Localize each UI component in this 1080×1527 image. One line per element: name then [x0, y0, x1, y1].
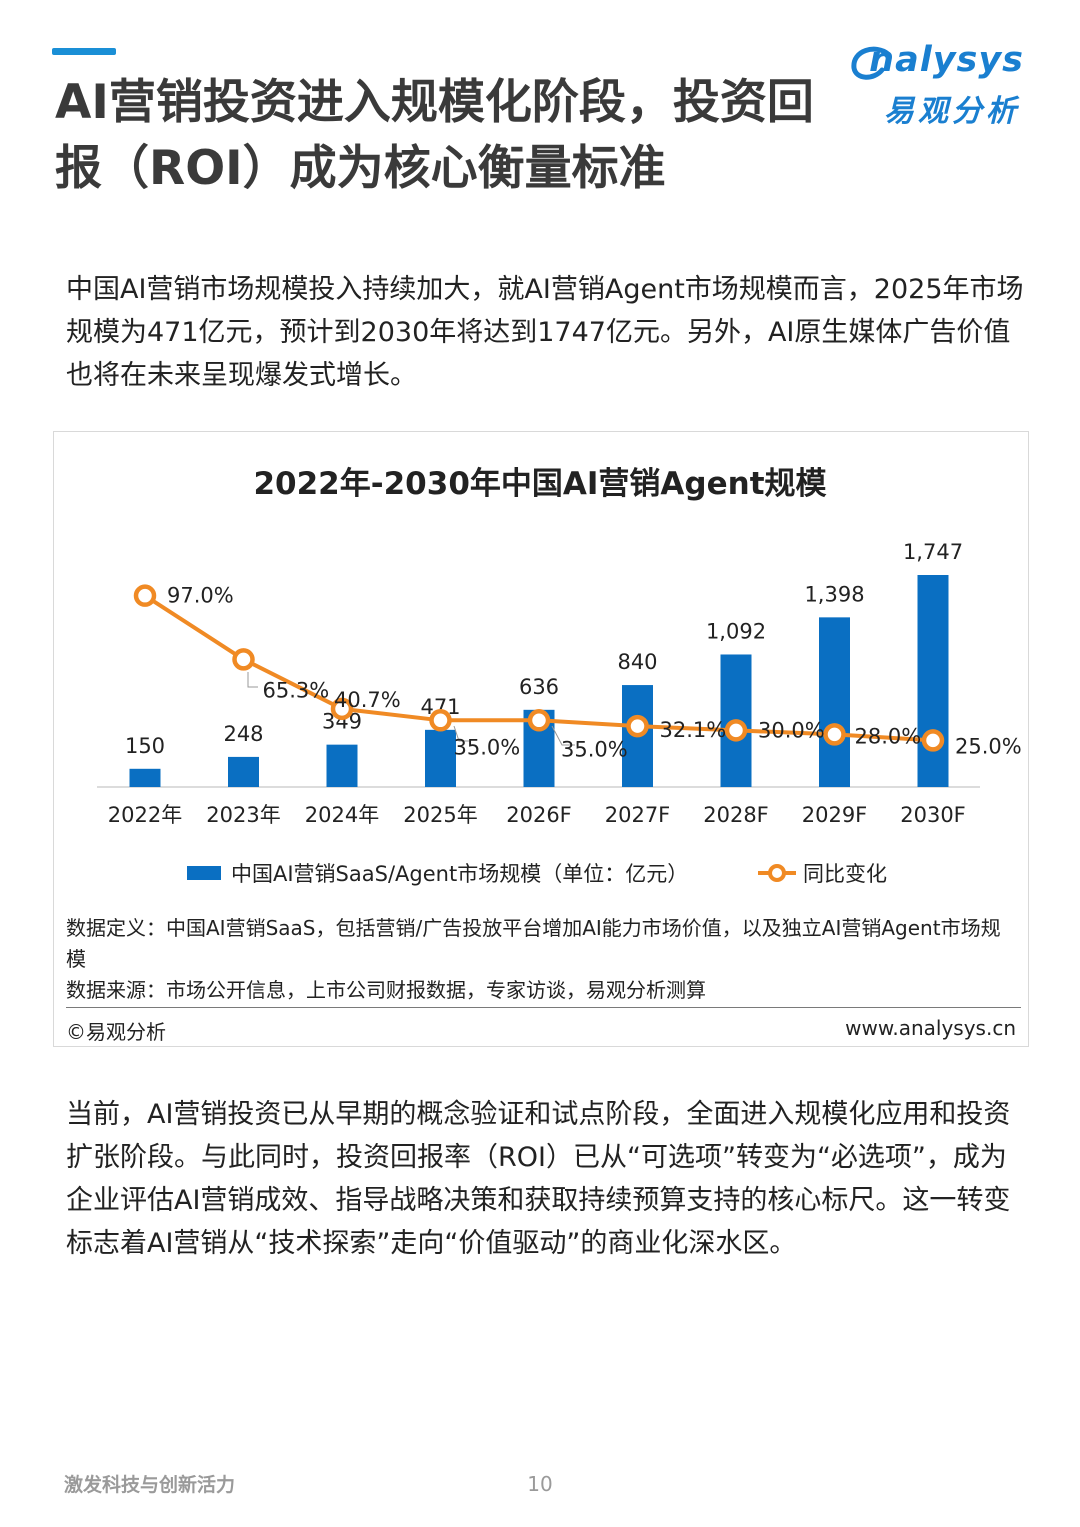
- bar: [425, 729, 456, 787]
- x-tick-label: 2028F: [703, 803, 769, 827]
- growth-value-label: 25.0%: [955, 734, 1022, 758]
- growth-value-label: 28.0%: [855, 724, 922, 748]
- analysys-logo: nalysys 易观分析: [846, 40, 1036, 130]
- chart-notes: 数据定义：中国AI营销SaaS，包括营销/广告投放平台增加AI能力市场价值，以及…: [66, 913, 1016, 1006]
- bar: [819, 617, 850, 787]
- logo-swoosh-icon: [851, 46, 891, 80]
- x-tick-label: 2025年: [403, 803, 477, 827]
- growth-value-label: 35.0%: [561, 737, 628, 761]
- growth-point: [626, 714, 649, 738]
- x-tick-label: 2030F: [900, 803, 966, 827]
- bar-value-label: 636: [519, 675, 559, 699]
- chart-panel: [53, 431, 1029, 1047]
- page-title: AI营销投资进入规模化阶段，投资回报（ROI）成为核心衡量标准: [55, 75, 814, 196]
- chart-plot: 1502022年2482023年3492024年4712025年6362026F…: [97, 540, 1022, 827]
- growth-point: [527, 709, 551, 732]
- bar-value-label: 1,398: [804, 582, 864, 606]
- chart-legend: 中国AI营销SaaS/Agent市场规模（单位：亿元） 同比变化: [0, 858, 1080, 888]
- legend-bar-swatch-icon: [187, 866, 221, 880]
- page-number: 10: [527, 1472, 553, 1496]
- bar-value-label: 1,747: [903, 540, 963, 564]
- data-source: 数据来源：市场公开信息，上市公司财报数据，专家访谈，易观分析测算: [66, 978, 706, 1002]
- data-definition: 数据定义：中国AI营销SaaS，包括营销/广告投放平台增加AI能力市场价值，以及…: [66, 916, 1001, 971]
- bar-value-label: 840: [617, 650, 657, 674]
- legend-label-bar: 中国AI营销SaaS/Agent市场规模（单位：亿元）: [231, 862, 689, 886]
- growth-value-label: 32.1%: [660, 718, 727, 742]
- label-leader-line: [247, 672, 258, 688]
- growth-value-label: 97.0%: [167, 584, 234, 608]
- body-paragraph: 当前，AI营销投资已从早期的概念验证和试点阶段，全面进入规模化应用和投资扩张阶段…: [66, 1099, 1011, 1259]
- growth-value-label: 40.7%: [334, 688, 401, 712]
- logo-text-cn: 易观分析: [884, 94, 1020, 129]
- intro-paragraph: 中国AI营销市场规模投入持续加大，就AI营销Agent市场规模而言，2025年市…: [66, 274, 1024, 391]
- label-leader-line: [453, 725, 470, 742]
- bar-value-label: 1,092: [706, 619, 766, 643]
- x-tick-label: 2022年: [108, 803, 182, 827]
- chart-copyright: ©易观分析: [66, 1020, 166, 1044]
- footer-tagline: 激发科技与创新活力: [64, 1474, 236, 1496]
- growth-value-label: 35.0%: [454, 735, 521, 759]
- chart-site-url: www.analysys.cn: [845, 1016, 1016, 1040]
- legend-label-line: 同比变化: [803, 862, 887, 886]
- label-leader-line: [551, 725, 575, 746]
- growth-point: [823, 723, 846, 746]
- growth-value-label: 30.0%: [758, 718, 825, 742]
- legend-line-swatch-icon: [758, 864, 796, 882]
- x-tick-label: 2029F: [802, 803, 868, 827]
- bar-value-label: 248: [223, 722, 263, 746]
- x-tick-label: 2024年: [305, 803, 379, 827]
- growth-point: [133, 584, 157, 607]
- title-accent-bar: [52, 48, 116, 55]
- bar: [917, 575, 949, 787]
- growth-point: [330, 697, 354, 721]
- growth-point: [232, 648, 255, 671]
- chart-divider: [66, 1007, 1021, 1008]
- bar: [326, 744, 358, 787]
- legend-item-bar: 中国AI营销SaaS/Agent市场规模（单位：亿元）: [187, 858, 688, 888]
- growth-point: [429, 709, 452, 732]
- x-tick-label: 2026F: [506, 803, 572, 827]
- growth-value-label: 65.3%: [263, 678, 330, 702]
- bar: [129, 768, 161, 787]
- logo-text-en: nalysys: [869, 40, 1024, 80]
- x-tick-label: 2023年: [206, 803, 280, 827]
- growth-point: [724, 719, 748, 742]
- chart-title: 2022年-2030年中国AI营销Agent规模: [253, 466, 827, 502]
- bar: [228, 756, 259, 787]
- growth-point: [921, 729, 945, 752]
- legend-item-line: 同比变化: [757, 858, 887, 888]
- x-tick-label: 2027F: [605, 803, 671, 827]
- bar-value-label: 150: [125, 734, 165, 758]
